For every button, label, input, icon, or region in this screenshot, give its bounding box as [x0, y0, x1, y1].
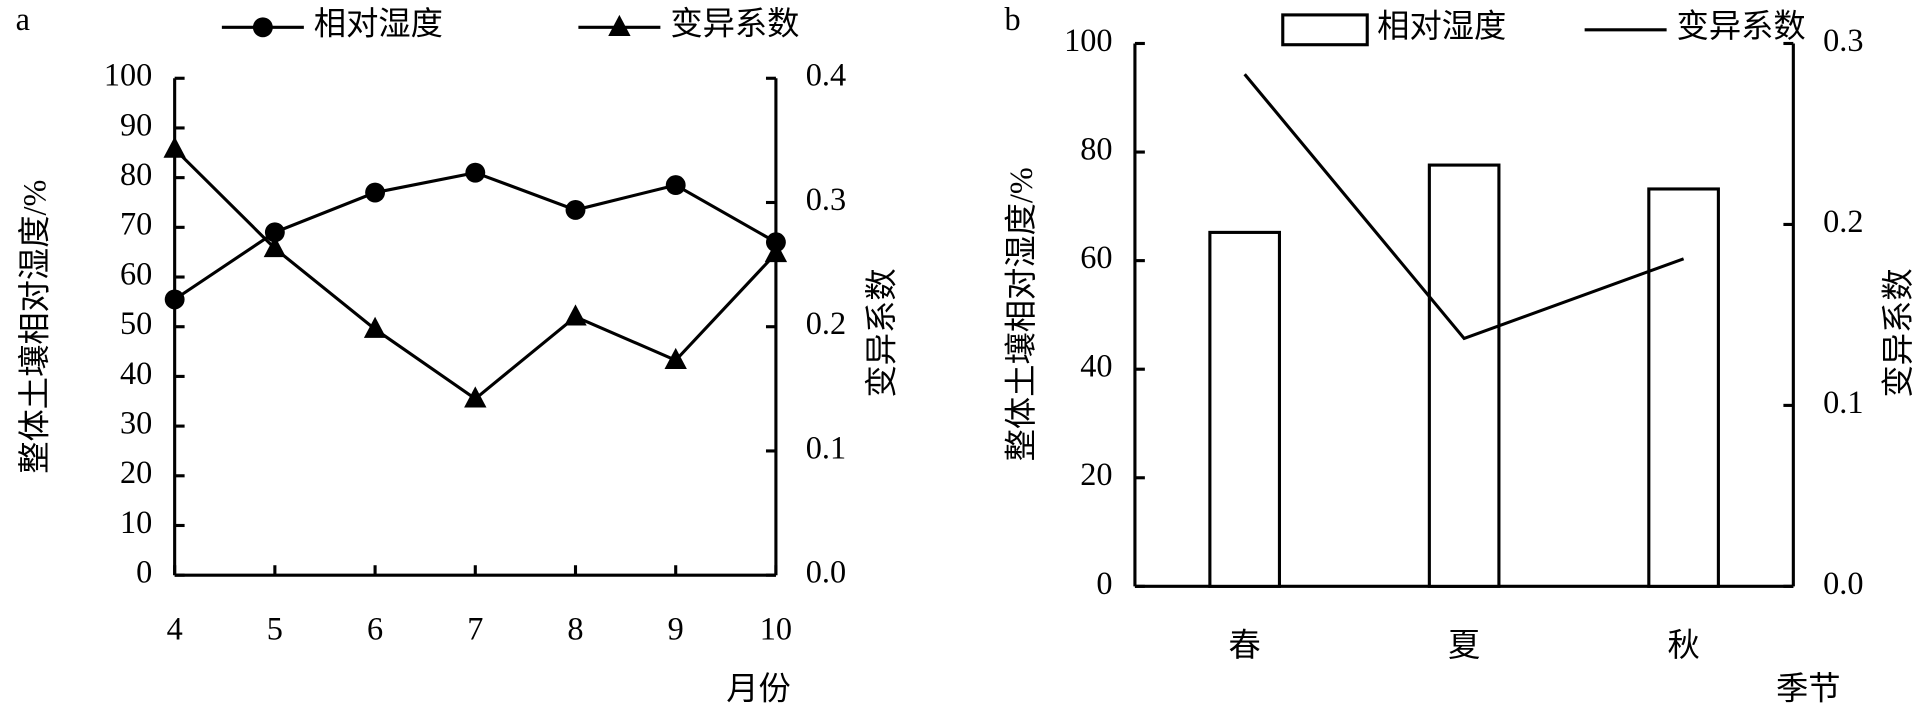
y-tick-label: 10	[120, 504, 152, 540]
marker	[264, 222, 285, 243]
y2-tick-label: 0.0	[1823, 565, 1863, 601]
marker	[365, 182, 386, 203]
y-tick-label: 70	[120, 206, 152, 242]
y-tick-label: 50	[120, 305, 152, 341]
y-tick-label: 100	[104, 57, 152, 93]
x-tick-label: 4	[167, 611, 183, 647]
marker	[664, 347, 687, 369]
y-tick-label: 80	[1080, 130, 1112, 166]
marker	[164, 289, 185, 310]
y-tick-label: 20	[120, 454, 152, 490]
y-tick-label: 60	[120, 255, 152, 291]
panel-label: a	[16, 1, 30, 37]
legend-marker	[608, 14, 631, 37]
marker	[665, 175, 686, 196]
y-tick-label: 20	[1080, 456, 1112, 492]
legend-label: 相对湿度	[1377, 8, 1506, 44]
x-tick-label: 6	[367, 611, 383, 647]
y-tick-label: 60	[1080, 239, 1112, 275]
y-tick-label: 0	[1096, 565, 1112, 601]
y2-tick-label: 0.4	[806, 57, 846, 93]
marker	[764, 241, 788, 263]
bar	[1427, 163, 1501, 588]
x-tick-label: 春	[1229, 627, 1261, 663]
x-axis-title: 季节	[1776, 670, 1841, 706]
legend-swatch	[1281, 13, 1369, 47]
bar	[1208, 230, 1282, 588]
x-tick-label: 9	[668, 611, 684, 647]
marker	[363, 316, 387, 338]
marker	[263, 236, 287, 258]
marker	[464, 386, 487, 408]
y2-tick-label: 0.1	[1823, 384, 1863, 420]
marker	[163, 136, 186, 158]
y2-tick-label: 0.2	[806, 305, 846, 341]
series-line	[173, 171, 777, 301]
y2-tick-label: 0.2	[1823, 203, 1863, 239]
y2-axis-title: 变异系数	[1880, 268, 1916, 397]
y-axis-title: 整体土壤相对湿度/%	[16, 180, 52, 474]
legend-label: 变异系数	[670, 6, 799, 42]
y2-tick-label: 0.0	[806, 554, 846, 590]
y-tick-label: 40	[1080, 348, 1112, 384]
y2-tick-label: 0.3	[1823, 22, 1863, 58]
x-tick-label: 8	[567, 611, 583, 647]
y2-axis-title: 变异系数	[864, 268, 900, 397]
x-axis-title: 月份	[726, 670, 791, 706]
y-tick-label: 80	[120, 156, 152, 192]
legend-marker	[252, 17, 273, 38]
y-tick-label: 90	[120, 106, 152, 142]
marker	[565, 200, 586, 220]
bar	[1647, 187, 1720, 588]
y2-tick-label: 0.1	[806, 429, 846, 465]
marker	[465, 162, 486, 183]
x-tick-label: 5	[267, 611, 283, 647]
series-line	[1243, 73, 1685, 341]
y-tick-label: 0	[136, 554, 152, 590]
y-tick-label: 30	[120, 405, 152, 441]
y-tick-label: 40	[120, 355, 152, 391]
y2-tick-label: 0.3	[806, 181, 846, 217]
panel-label: b	[1004, 1, 1020, 37]
series-line	[173, 147, 778, 401]
marker	[564, 304, 587, 326]
y-axis-title: 整体土壤相对湿度/%	[1003, 167, 1039, 461]
x-tick-label: 夏	[1448, 627, 1480, 663]
y-tick-label: 100	[1064, 22, 1112, 58]
x-tick-label: 7	[467, 611, 483, 647]
legend-label: 变异系数	[1677, 8, 1806, 44]
legend-label: 相对湿度	[314, 6, 443, 42]
x-tick-label: 秋	[1667, 627, 1699, 663]
x-tick-label: 10	[760, 611, 792, 647]
